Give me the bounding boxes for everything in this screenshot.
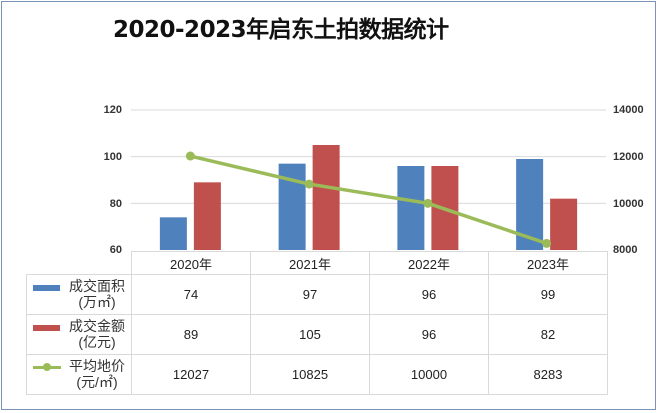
right-axis-tick: 10000 xyxy=(613,198,644,210)
table-cell: 96 xyxy=(369,274,489,315)
amount-bar xyxy=(312,145,340,250)
price-marker xyxy=(542,238,552,248)
data-table: 2020年 2021年 2022年 2023年 成交面积 (万㎡) 74 97 9… xyxy=(26,251,608,395)
table-row-area: 成交面积 (万㎡) 74 97 96 99 xyxy=(26,274,608,315)
row-label-line2: (万㎡) xyxy=(78,294,116,310)
left-axis-tick: 120 xyxy=(103,104,122,116)
area-bar xyxy=(159,217,187,250)
left-axis-tick: 80 xyxy=(109,198,122,210)
row-label-line2: (亿元) xyxy=(78,334,116,350)
table-cell: 74 xyxy=(131,274,251,315)
table-row-amount: 成交金额 (亿元) 89 105 96 82 xyxy=(26,314,608,355)
chart-title: 2020-2023年启东土拍数据统计 xyxy=(113,17,449,43)
legend-green-marker-icon xyxy=(43,363,51,371)
right-axis-tick: 8000 xyxy=(613,244,638,256)
table-cell: 96 xyxy=(369,314,489,355)
table-header-cell: 2023年 xyxy=(488,251,608,275)
right-axis-tick: 14000 xyxy=(613,104,644,116)
table-corner xyxy=(26,251,132,275)
table-header-row: 2020年 2021年 2022年 2023年 xyxy=(26,251,608,275)
table-header-cell: 2021年 xyxy=(250,251,370,275)
price-marker xyxy=(304,179,314,189)
area-bar xyxy=(397,166,425,250)
amount-bar xyxy=(550,198,578,250)
row-label-line1: 平均地价 xyxy=(69,358,125,374)
row-label-line1: 成交金额 xyxy=(69,318,125,334)
row-label: 成交面积 (万㎡) xyxy=(26,274,132,315)
bar-series xyxy=(159,145,578,250)
left-axis-tick: 100 xyxy=(103,151,122,163)
row-label-line1: 成交面积 xyxy=(69,278,125,294)
row-label-line2: (元/㎡) xyxy=(76,374,118,390)
legend-blue-bar-icon xyxy=(33,285,60,291)
amount-bar xyxy=(193,182,221,250)
table-cell: 8283 xyxy=(488,354,608,395)
right-axis-tick: 12000 xyxy=(613,151,644,163)
table-row-price: 平均地价 (元/㎡) 12027 10825 10000 8283 xyxy=(26,354,608,395)
row-label: 平均地价 (元/㎡) xyxy=(26,354,132,395)
table-cell: 10825 xyxy=(250,354,370,395)
price-marker xyxy=(185,151,195,161)
table-header-cell: 2022年 xyxy=(369,251,489,275)
price-marker xyxy=(423,198,433,208)
table-cell: 89 xyxy=(131,314,251,355)
table-cell: 82 xyxy=(488,314,608,355)
price-line xyxy=(189,154,548,246)
table-cell: 105 xyxy=(250,314,370,355)
table-cell: 10000 xyxy=(369,354,489,395)
table-cell: 97 xyxy=(250,274,370,315)
table-cell: 12027 xyxy=(131,354,251,395)
row-label: 成交金额 (亿元) xyxy=(26,314,132,355)
legend-red-bar-icon xyxy=(33,325,60,331)
table-cell: 99 xyxy=(488,274,608,315)
line-series xyxy=(185,151,552,248)
table-header-cell: 2020年 xyxy=(131,251,251,275)
